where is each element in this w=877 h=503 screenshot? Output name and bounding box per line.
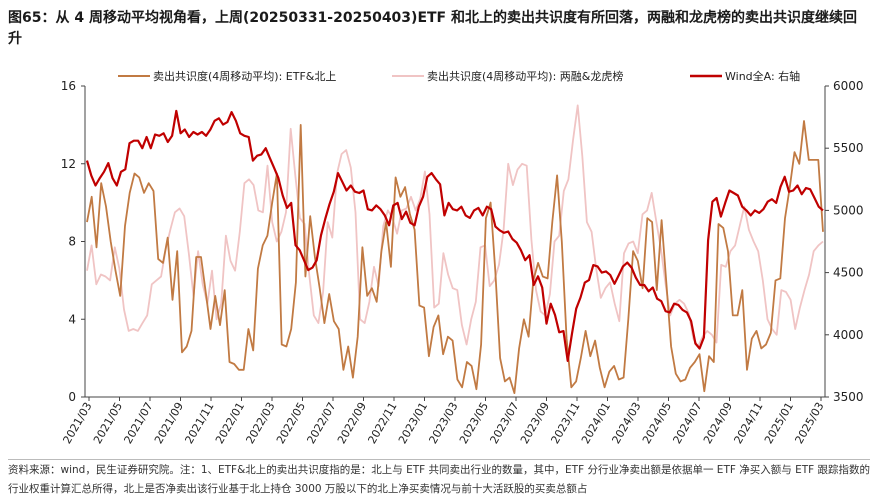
legend: 卖出共识度(4周移动平均): ETF&北上 卖出共识度(4周移动平均): 两融&… <box>118 69 800 83</box>
x-tick-label: 2023/09 <box>518 400 552 446</box>
right-tick-label: 6000 <box>833 79 864 93</box>
x-tick-label: 2023/07 <box>487 400 521 446</box>
x-tick-label: 2024/05 <box>640 400 674 446</box>
x-tick-label: 2021/05 <box>91 400 125 446</box>
left-tick-label: 8 <box>68 235 76 249</box>
footnote: 资料来源：wind，民生证券研究院。注：1、ETF&北上的卖出共识度指的是：北上… <box>8 459 870 499</box>
left-tick-label: 0 <box>68 390 76 404</box>
left-tick-label: 4 <box>68 312 76 326</box>
series-line-etf <box>86 120 824 395</box>
x-tick-label: 2022/09 <box>335 400 369 446</box>
legend-label-margin: 卖出共识度(4周移动平均): 两融&龙虎榜 <box>427 69 623 83</box>
x-tick-label: 2021/07 <box>121 400 155 446</box>
x-tick-label: 2021/09 <box>152 400 186 446</box>
series-line-wind <box>85 109 824 362</box>
right-tick-label: 4000 <box>833 328 864 342</box>
line-chart: 卖出共识度(4周移动平均): ETF&北上 卖出共识度(4周移动平均): 两融&… <box>60 69 864 446</box>
x-tick-label: 2023/11 <box>548 400 582 446</box>
x-tick-label: 2022/01 <box>213 400 247 446</box>
legend-label-wind: Wind全A: 右轴 <box>725 69 800 83</box>
x-tick-label: 2021/11 <box>182 400 216 446</box>
right-tick-label: 5500 <box>833 141 864 155</box>
x-tick-label: 2024/07 <box>670 400 704 446</box>
x-tick-label: 2022/05 <box>274 400 308 446</box>
x-tick-label: 2024/09 <box>701 400 735 446</box>
chart-title: 图65：从 4 周移动平均视角看，上周(20250331-20250403)ET… <box>8 10 857 47</box>
x-tick-label: 2023/05 <box>457 400 491 446</box>
x-tick-label: 2024/03 <box>609 400 643 446</box>
x-tick-label: 2022/07 <box>304 400 338 446</box>
x-tick-label: 2023/03 <box>426 400 460 446</box>
x-tick-label: 2022/03 <box>243 400 277 446</box>
right-tick-label: 3500 <box>833 390 864 404</box>
right-tick-label: 5000 <box>833 203 864 217</box>
series-line-margin <box>86 104 824 348</box>
right-tick-label: 4500 <box>833 266 864 280</box>
x-tick-label: 2022/11 <box>365 400 399 446</box>
left-tick-label: 16 <box>61 79 76 93</box>
plot-area <box>85 104 824 395</box>
x-tick-label: 2021/03 <box>60 400 94 446</box>
left-tick-label: 12 <box>61 157 76 171</box>
x-tick-label: 2024/11 <box>731 400 765 446</box>
legend-label-etf: 卖出共识度(4周移动平均): ETF&北上 <box>153 69 336 83</box>
x-tick-label: 2025/01 <box>762 400 796 446</box>
x-tick-label: 2025/03 <box>792 400 826 446</box>
x-tick-label: 2023/01 <box>396 400 430 446</box>
x-tick-label: 2024/01 <box>579 400 613 446</box>
